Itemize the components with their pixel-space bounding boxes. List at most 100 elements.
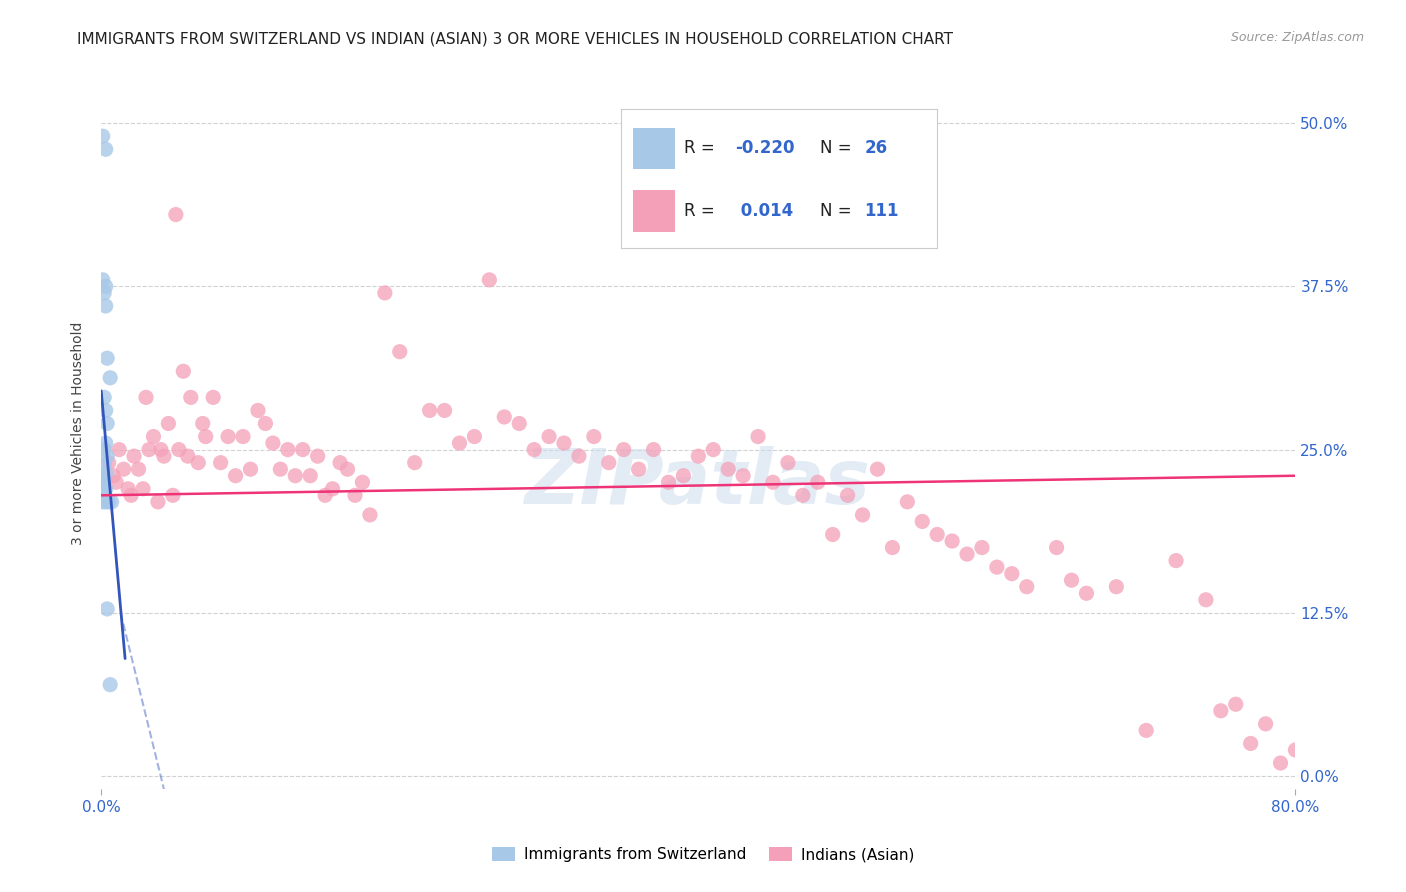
Indians (Asian) (135, 390, 157, 404)
Indians (Asian) (1135, 723, 1157, 738)
Indians (Asian) (120, 488, 142, 502)
Immigrants from Switzerland (94, 436, 117, 450)
Indians (Asian) (165, 208, 187, 222)
Indians (Asian) (1240, 736, 1263, 750)
Legend: Immigrants from Switzerland, Indians (Asian): Immigrants from Switzerland, Indians (As… (485, 841, 921, 868)
Indians (Asian) (117, 482, 139, 496)
Indians (Asian) (105, 475, 128, 490)
Indians (Asian) (807, 475, 830, 490)
Indians (Asian) (478, 273, 501, 287)
Immigrants from Switzerland (91, 495, 114, 509)
Indians (Asian) (1076, 586, 1098, 600)
Indians (Asian) (246, 403, 269, 417)
Indians (Asian) (388, 344, 411, 359)
Immigrants from Switzerland (94, 279, 117, 293)
Indians (Asian) (112, 462, 135, 476)
Indians (Asian) (911, 515, 934, 529)
Indians (Asian) (986, 560, 1008, 574)
Indians (Asian) (747, 429, 769, 443)
Indians (Asian) (821, 527, 844, 541)
Indians (Asian) (568, 449, 591, 463)
Indians (Asian) (927, 527, 949, 541)
Immigrants from Switzerland (96, 351, 118, 366)
Indians (Asian) (896, 495, 918, 509)
Immigrants from Switzerland (96, 449, 118, 463)
Immigrants from Switzerland (98, 678, 121, 692)
Indians (Asian) (1105, 580, 1128, 594)
Indians (Asian) (494, 409, 516, 424)
Indians (Asian) (837, 488, 859, 502)
Indians (Asian) (284, 468, 307, 483)
Immigrants from Switzerland (94, 482, 117, 496)
Indians (Asian) (359, 508, 381, 522)
Indians (Asian) (776, 456, 799, 470)
Indians (Asian) (254, 417, 277, 431)
Indians (Asian) (627, 462, 650, 476)
Indians (Asian) (336, 462, 359, 476)
Indians (Asian) (277, 442, 299, 457)
Indians (Asian) (122, 449, 145, 463)
Indians (Asian) (672, 468, 695, 483)
Indians (Asian) (177, 449, 200, 463)
Indians (Asian) (1225, 698, 1247, 712)
Indians (Asian) (374, 285, 396, 300)
Immigrants from Switzerland (93, 285, 115, 300)
Indians (Asian) (1001, 566, 1024, 581)
Text: ZIPatlas: ZIPatlas (526, 446, 872, 520)
Indians (Asian) (191, 417, 214, 431)
Indians (Asian) (688, 449, 710, 463)
Indians (Asian) (167, 442, 190, 457)
Indians (Asian) (433, 403, 456, 417)
Indians (Asian) (1284, 743, 1306, 757)
Indians (Asian) (882, 541, 904, 555)
Indians (Asian) (307, 449, 329, 463)
Immigrants from Switzerland (93, 488, 115, 502)
Indians (Asian) (209, 456, 232, 470)
Immigrants from Switzerland (94, 466, 117, 480)
Indians (Asian) (657, 475, 679, 490)
Indians (Asian) (733, 468, 755, 483)
Indians (Asian) (643, 442, 665, 457)
Indians (Asian) (702, 442, 724, 457)
Immigrants from Switzerland (94, 299, 117, 313)
Indians (Asian) (352, 475, 374, 490)
Indians (Asian) (613, 442, 636, 457)
Immigrants from Switzerland (94, 495, 117, 509)
Indians (Asian) (149, 442, 172, 457)
Indians (Asian) (523, 442, 546, 457)
Indians (Asian) (194, 429, 217, 443)
Indians (Asian) (508, 417, 530, 431)
Immigrants from Switzerland (94, 403, 117, 417)
Indians (Asian) (463, 429, 485, 443)
Immigrants from Switzerland (91, 129, 114, 144)
Immigrants from Switzerland (97, 495, 120, 509)
Immigrants from Switzerland (91, 273, 114, 287)
Text: Source: ZipAtlas.com: Source: ZipAtlas.com (1230, 31, 1364, 45)
Indians (Asian) (956, 547, 979, 561)
Immigrants from Switzerland (93, 390, 115, 404)
Indians (Asian) (172, 364, 194, 378)
Indians (Asian) (101, 468, 124, 483)
Indians (Asian) (157, 417, 180, 431)
Indians (Asian) (162, 488, 184, 502)
Indians (Asian) (717, 462, 740, 476)
Indians (Asian) (132, 482, 155, 496)
Immigrants from Switzerland (91, 471, 114, 485)
Indians (Asian) (299, 468, 322, 483)
Indians (Asian) (792, 488, 814, 502)
Indians (Asian) (404, 456, 426, 470)
Immigrants from Switzerland (93, 475, 115, 490)
Indians (Asian) (538, 429, 561, 443)
Indians (Asian) (1195, 592, 1218, 607)
Indians (Asian) (1209, 704, 1232, 718)
Indians (Asian) (153, 449, 176, 463)
Indians (Asian) (128, 462, 150, 476)
Y-axis label: 3 or more Vehicles in Household: 3 or more Vehicles in Household (72, 322, 86, 545)
Indians (Asian) (138, 442, 160, 457)
Indians (Asian) (851, 508, 873, 522)
Indians (Asian) (1270, 756, 1292, 770)
Indians (Asian) (762, 475, 785, 490)
Indians (Asian) (322, 482, 344, 496)
Indians (Asian) (97, 456, 120, 470)
Indians (Asian) (291, 442, 314, 457)
